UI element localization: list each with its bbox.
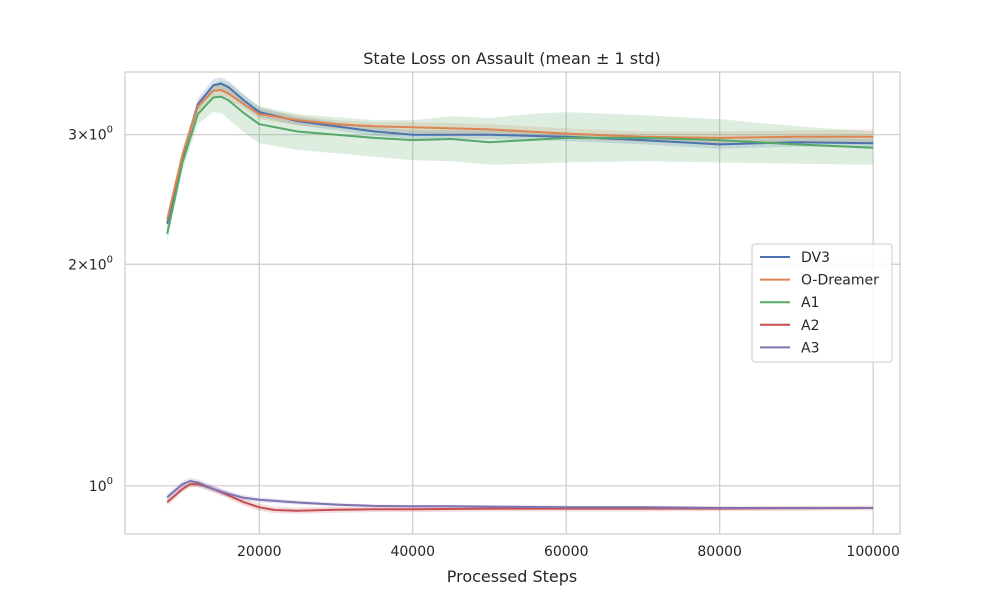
- x-tick-label: 20000: [237, 544, 282, 560]
- y-tick-label: 3×100: [68, 125, 113, 144]
- legend-label-o-dreamer: O-Dreamer: [801, 273, 879, 289]
- y-tick-label: 2×100: [68, 254, 113, 273]
- x-axis-ticks: 20000 40000 60000 80000 100000: [237, 544, 900, 560]
- x-axis-title: Processed Steps: [447, 567, 578, 586]
- legend: DV3 O-Dreamer A1 A2 A3: [751, 243, 893, 363]
- x-tick-label: 80000: [697, 544, 742, 560]
- line-a1: [166, 95, 874, 235]
- chart-title: State Loss on Assault (mean ± 1 std): [363, 49, 660, 68]
- legend-label-dv3: DV3: [801, 250, 830, 266]
- legend-label-a2: A2: [801, 318, 819, 334]
- band-dv3: [167, 77, 874, 231]
- series-lines: [166, 82, 874, 512]
- y-axis-ticks: 3×100 2×100 100: [68, 125, 113, 495]
- line-a2: [166, 483, 874, 512]
- legend-label-a3: A3: [801, 340, 819, 356]
- plot-frame: [124, 71, 901, 535]
- x-tick-label: 100000: [846, 544, 899, 560]
- legend-box: [751, 243, 893, 363]
- line-o-dreamer: [166, 89, 874, 220]
- band-o-dreamer: [167, 84, 874, 227]
- x-tick-label: 40000: [390, 544, 435, 560]
- legend-label-a1: A1: [801, 295, 819, 311]
- band-a1: [167, 80, 874, 242]
- line-a3: [166, 480, 874, 509]
- y-tick-label: 100: [89, 476, 113, 495]
- line-dv3: [166, 82, 874, 225]
- x-tick-label: 60000: [544, 544, 589, 560]
